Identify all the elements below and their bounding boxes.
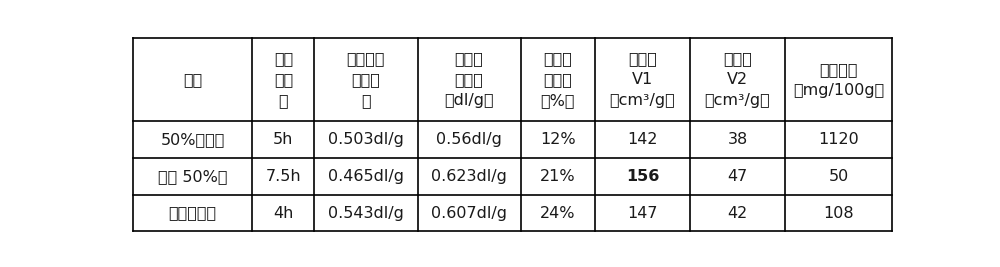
Text: 108: 108 [823, 206, 854, 221]
Text: 0.623dl/g: 0.623dl/g [431, 169, 507, 184]
Text: 膨松度
V1
（cm³/g）: 膨松度 V1 （cm³/g） [610, 51, 675, 108]
Text: 24%: 24% [540, 206, 576, 221]
Text: 38: 38 [727, 132, 748, 147]
Text: 疵点含量
（mg/100g）: 疵点含量 （mg/100g） [793, 62, 884, 98]
Text: 50: 50 [828, 169, 849, 184]
Text: 42: 42 [727, 206, 748, 221]
Text: 醇解 50%氨: 醇解 50%氨 [158, 169, 227, 184]
Text: 0.503dl/g: 0.503dl/g [328, 132, 404, 147]
Text: 156: 156 [626, 169, 659, 184]
Text: 7.5h: 7.5h [266, 169, 301, 184]
Text: 0.543dl/g: 0.543dl/g [328, 206, 404, 221]
Text: 1120: 1120 [818, 132, 859, 147]
Text: 0.56dl/g: 0.56dl/g [436, 132, 502, 147]
Text: 147: 147 [627, 206, 658, 221]
Text: 状态: 状态 [183, 72, 202, 87]
Text: 0.465dl/g: 0.465dl/g [328, 169, 404, 184]
Text: 0.607dl/g: 0.607dl/g [431, 206, 507, 221]
Text: 4h: 4h [273, 206, 294, 221]
Text: 47: 47 [727, 169, 748, 184]
Text: 50%氨纶纺: 50%氨纶纺 [160, 132, 225, 147]
Text: 5h: 5h [273, 132, 294, 147]
Text: 142: 142 [627, 132, 658, 147]
Text: 21%: 21% [540, 169, 576, 184]
Text: 过滤
器周
期: 过滤 器周 期 [274, 51, 293, 108]
Text: 纤维含
油水率
（%）: 纤维含 油水率 （%） [541, 51, 575, 108]
Text: 螺杆挤出
熔融粘
度: 螺杆挤出 熔融粘 度 [347, 51, 385, 108]
Text: 最终熔
体粘度
（dl/g）: 最终熔 体粘度 （dl/g） [444, 51, 494, 108]
Text: 膨松度
V2
（cm³/g）: 膨松度 V2 （cm³/g） [705, 51, 770, 108]
Text: 无氨纶纺丝: 无氨纶纺丝 [169, 206, 217, 221]
Text: 12%: 12% [540, 132, 576, 147]
